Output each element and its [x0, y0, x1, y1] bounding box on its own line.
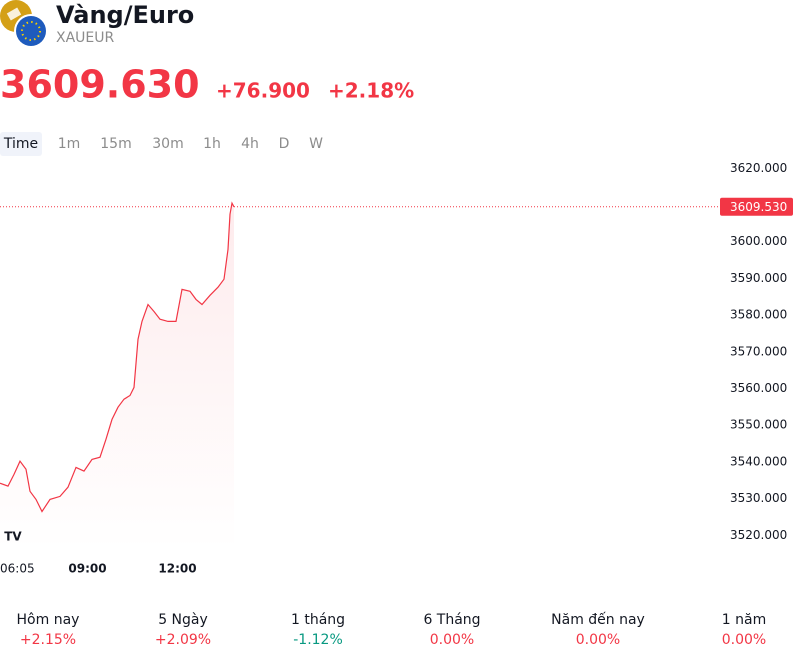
timeframe-tab[interactable]: D: [279, 136, 290, 152]
performance-change[interactable]: 0.00%: [576, 632, 620, 648]
timeframe-tab[interactable]: 1h: [203, 136, 221, 152]
y-tick-label: 3550.000: [730, 418, 787, 432]
timeframe-tab[interactable]: W: [309, 136, 323, 152]
symbol-title: Vàng/Euro: [56, 1, 194, 29]
performance-change[interactable]: -1.12%: [293, 632, 343, 648]
symbol-code: XAUEUR: [56, 30, 115, 46]
y-tick-label: 3590.000: [730, 271, 787, 285]
y-tick-label: 3560.000: [730, 381, 787, 395]
performance-period[interactable]: 1 năm: [722, 612, 766, 628]
timeframe-tab[interactable]: 15m: [100, 136, 131, 152]
price-change-percent: +2.18%: [328, 79, 414, 103]
y-tick-label: 3520.000: [730, 528, 787, 542]
timeframe-tab[interactable]: Time: [3, 136, 38, 152]
performance-change[interactable]: +2.09%: [155, 632, 211, 648]
price-line-series: [0, 201, 235, 513]
performance-period[interactable]: Năm đến nay: [551, 611, 645, 628]
y-tick-label: 3620.000: [730, 161, 787, 175]
last-price-badge: [720, 197, 793, 216]
last-price-label: 3609.530: [730, 200, 787, 214]
performance-period[interactable]: 1 tháng: [291, 612, 345, 628]
performance-change[interactable]: +2.15%: [20, 632, 76, 648]
price-change: +76.900: [216, 79, 310, 103]
x-tick-label: 12:00: [158, 562, 196, 576]
y-tick-label: 3600.000: [730, 234, 787, 248]
x-tick-label: 09:00: [68, 562, 106, 576]
timeframe-tab[interactable]: 4h: [241, 136, 259, 152]
x-tick-label: 06:05: [0, 562, 35, 576]
performance-period[interactable]: 5 Ngày: [158, 612, 208, 628]
symbol-icon: [0, 0, 48, 48]
timeframe-tab[interactable]: 30m: [152, 136, 183, 152]
y-tick-label: 3540.000: [730, 454, 787, 468]
area-fill: [0, 203, 234, 550]
timeframe-tab[interactable]: 1m: [58, 136, 81, 152]
performance-period[interactable]: 6 Tháng: [423, 612, 480, 628]
timeframe-selected-bg: [0, 132, 42, 156]
performance-period[interactable]: Hôm nay: [17, 612, 80, 628]
y-tick-label: 3530.000: [730, 491, 787, 505]
performance-change[interactable]: 0.00%: [430, 632, 474, 648]
price: 3609.630: [0, 63, 200, 107]
y-tick-label: 3580.000: [730, 308, 787, 322]
performance-change[interactable]: 0.00%: [722, 632, 766, 648]
y-tick-label: 3570.000: [730, 344, 787, 358]
